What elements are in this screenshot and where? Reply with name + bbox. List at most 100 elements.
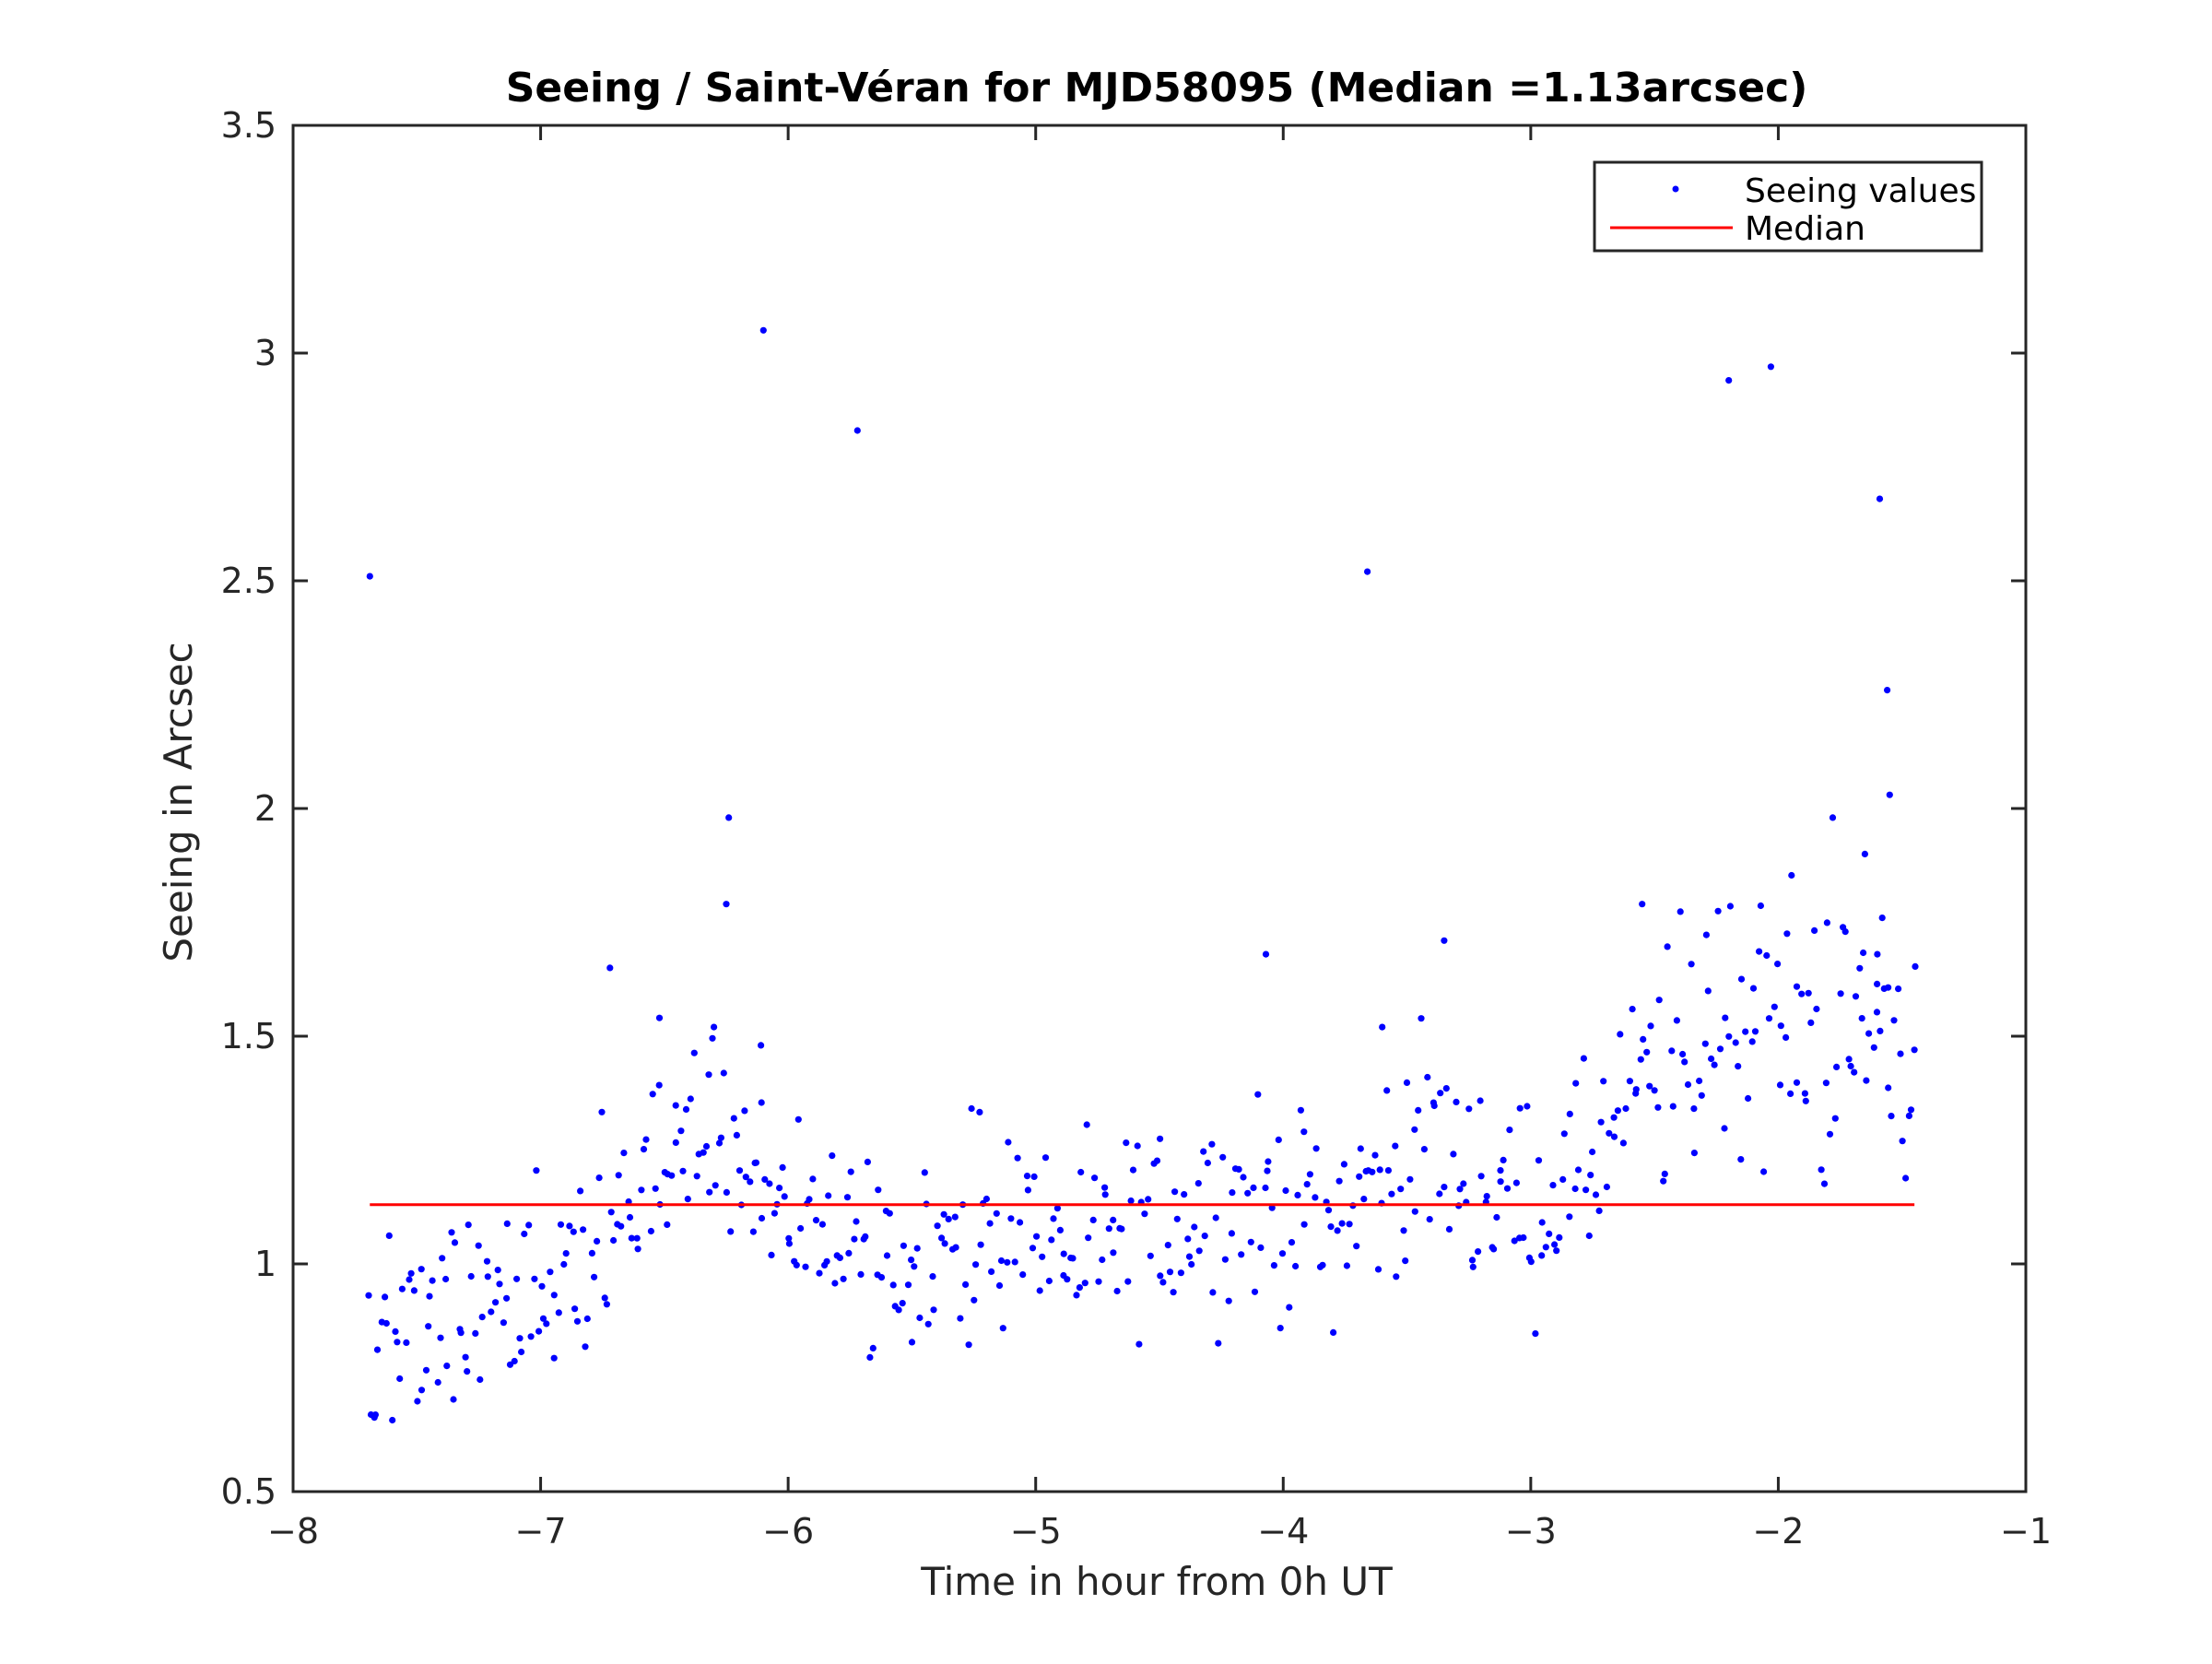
seeing-point (1856, 964, 1864, 972)
seeing-point (1060, 1250, 1067, 1257)
seeing-point (1820, 1180, 1829, 1187)
seeing-point (1073, 1292, 1080, 1299)
seeing-point (406, 1276, 413, 1283)
seeing-point (521, 1230, 528, 1238)
seeing-point (382, 1293, 389, 1301)
y-axis-label: Seeing in Arcsec (156, 642, 201, 962)
seeing-point (1201, 1233, 1208, 1240)
seeing-point (478, 1314, 486, 1321)
seeing-point (883, 1252, 891, 1259)
seeing-point (620, 1150, 628, 1157)
legend-seeing-label: Seeing values (1745, 172, 1976, 210)
seeing-point (785, 1234, 793, 1242)
seeing-point (1477, 1097, 1484, 1104)
y-tick-label: 2.5 (221, 561, 276, 601)
seeing-point (1415, 1106, 1422, 1114)
seeing-point (1036, 1287, 1043, 1294)
seeing-point (986, 1220, 994, 1227)
seeing-point (465, 1221, 472, 1229)
seeing-point (1726, 903, 1734, 910)
x-tick-label: −8 (267, 1511, 319, 1552)
seeing-point (1335, 1177, 1343, 1185)
seeing-point (1403, 1079, 1411, 1086)
seeing-point (1123, 1139, 1130, 1147)
seeing-point (766, 1180, 773, 1187)
seeing-point (1783, 930, 1791, 938)
seeing-point (1369, 1168, 1376, 1175)
seeing-point (1701, 1040, 1709, 1047)
seeing-point (1603, 1183, 1610, 1191)
seeing-point (570, 1228, 577, 1235)
seeing-point (467, 1272, 475, 1280)
seeing-point (1229, 1189, 1236, 1197)
seeing-point (1083, 1121, 1090, 1128)
seeing-point (434, 1378, 441, 1387)
seeing-point (988, 1268, 995, 1275)
seeing-point (365, 1292, 372, 1299)
seeing-point (538, 1282, 546, 1290)
seeing-point (1191, 1223, 1198, 1231)
seeing-point (1852, 993, 1860, 1000)
seeing-point (1188, 1260, 1195, 1269)
seeing-point (1095, 1278, 1102, 1285)
seeing-point (414, 1398, 421, 1405)
seeing-point (730, 1115, 737, 1122)
seeing-point (687, 1095, 694, 1103)
seeing-point (809, 1175, 817, 1183)
x-tick-label: −3 (1505, 1511, 1557, 1552)
seeing-point (1039, 1253, 1046, 1260)
seeing-point (1371, 1151, 1379, 1159)
seeing-point (1651, 1087, 1658, 1094)
seeing-point (557, 1221, 565, 1228)
seeing-point (1118, 1225, 1125, 1233)
seeing-point (934, 1222, 941, 1230)
seeing-point (1771, 1003, 1778, 1010)
seeing-point (1294, 1191, 1301, 1198)
seeing-point (877, 1274, 886, 1281)
seeing-point (1240, 1174, 1247, 1181)
seeing-point (1597, 1118, 1605, 1126)
seeing-point (1874, 950, 1881, 958)
seeing-point (633, 1234, 641, 1242)
seeing-point (1572, 1080, 1580, 1087)
seeing-point (457, 1329, 465, 1337)
seeing-point (1212, 1214, 1219, 1221)
seeing-point (1278, 1250, 1287, 1257)
seeing-point (1254, 1091, 1262, 1098)
seeing-point (1714, 907, 1722, 915)
seeing-point (1520, 1233, 1527, 1242)
seeing-point (752, 1159, 760, 1166)
seeing-point (1450, 1151, 1457, 1158)
seeing-point (1801, 1090, 1808, 1097)
seeing-point (741, 1107, 748, 1115)
seeing-point (1411, 1208, 1418, 1215)
seeing-point (1566, 1110, 1573, 1117)
seeing-point (843, 1194, 852, 1201)
seeing-point (1798, 990, 1806, 997)
seeing-point (1556, 1233, 1563, 1241)
seeing-point (1822, 1080, 1830, 1087)
seeing-point (1897, 1050, 1904, 1057)
seeing-point (1215, 1339, 1222, 1347)
seeing-point (913, 1245, 921, 1252)
seeing-point (1069, 1255, 1077, 1262)
seeing-point (1085, 1234, 1092, 1242)
seeing-point (582, 1343, 589, 1351)
seeing-point (1722, 1014, 1729, 1021)
seeing-point (1497, 1178, 1504, 1186)
seeing-point (1860, 949, 1867, 957)
seeing-point (1757, 902, 1764, 910)
seeing-point (1110, 1216, 1117, 1223)
seeing-point (886, 1210, 893, 1217)
seeing-point (464, 1368, 471, 1375)
seeing-point (1884, 687, 1891, 694)
seeing-point (1788, 871, 1795, 879)
seeing-point (940, 1210, 947, 1218)
seeing-point (1157, 1272, 1164, 1280)
seeing-point (1760, 1168, 1768, 1175)
seeing-point (1580, 1055, 1587, 1062)
seeing-point (1288, 1239, 1296, 1246)
seeing-point (1441, 937, 1448, 944)
seeing-point (1436, 1190, 1443, 1198)
seeing-point (610, 1236, 618, 1245)
